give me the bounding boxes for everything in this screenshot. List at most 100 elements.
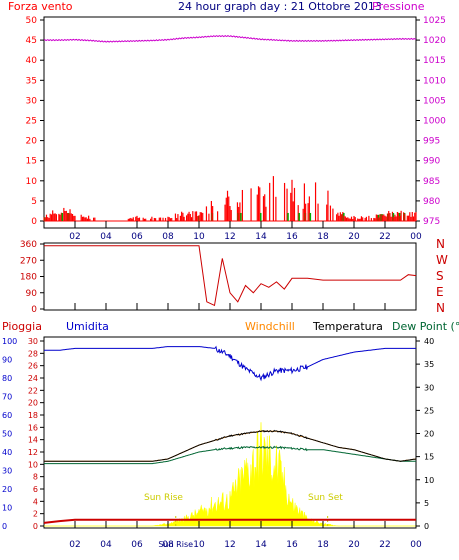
sunrise-label: Sun Rise (144, 493, 183, 503)
bottom-x-tick-label: 22 (379, 540, 390, 550)
top-x-tick-label: 16 (286, 232, 298, 242)
rain-tick-label: 4 (33, 497, 38, 506)
temperature-tick-label: 35 (424, 360, 434, 369)
dewpoint-label: Dew Point (°C (392, 320, 459, 333)
pressure-tick-label: 1010 (423, 76, 446, 86)
humidity-tick-label: 90 (2, 356, 12, 365)
temperature-tick-label: 40 (424, 337, 434, 346)
bottom-x-tick-label: 00 (410, 540, 422, 550)
compass-letter: S (436, 269, 444, 283)
rain-tick-label: 18 (28, 411, 38, 420)
compass-letter: N (436, 301, 445, 315)
bottom-x-tick-label: 08 (162, 540, 174, 550)
rain-label: Pioggia (2, 320, 42, 333)
top-x-tick-label: 06 (131, 232, 143, 242)
bottom-x-tick-label: 18 (317, 540, 329, 550)
compass-letter: E (436, 285, 444, 299)
wind-tick-label: 50 (26, 16, 38, 26)
pressure-series-line (43, 34, 416, 43)
x-axis-ticks: 02 02 04 04 06 06 08 08 10 10 12 12 14 14 16 16 18 18 20 20… (69, 221, 422, 550)
pressure-tick-label: 1005 (423, 96, 446, 106)
sunrise-time-label: Sun Rise (158, 540, 193, 549)
rain-series-line (43, 518, 416, 524)
pressure-tick-label: 995 (423, 137, 440, 147)
top-x-tick-label: 22 (379, 232, 390, 242)
pressure-tick-label: 1000 (423, 117, 446, 127)
humidity-tick-label: 80 (2, 374, 12, 383)
sunset-label: Sun Set (308, 493, 343, 503)
rain-tick-label: 26 (28, 362, 38, 371)
rain-tick-label: 10 (28, 460, 38, 469)
wind-tick-label: 35 (26, 76, 37, 86)
rain-tick-label: 6 (33, 485, 38, 494)
temperature-tick-label: 30 (424, 383, 434, 392)
top-x-tick-label: 20 (348, 232, 360, 242)
wind-tick-label: 30 (26, 96, 38, 106)
pressure-tick-label: 1015 (423, 56, 446, 66)
bottom-x-tick-label: 06 (131, 540, 143, 550)
top-x-tick-label: 08 (162, 232, 174, 242)
compass-letter: N (436, 237, 445, 251)
humidity-tick-label: 70 (2, 393, 12, 402)
wind-tick-label: 0 (31, 217, 37, 227)
humidity-tick-label: 40 (2, 448, 12, 457)
temperature-tick-label: 0 (424, 522, 429, 531)
top-x-tick-label: 18 (317, 232, 329, 242)
rain-tick-label: 0 (33, 522, 38, 531)
top-x-tick-label: 12 (224, 232, 235, 242)
top-x-tick-label: 14 (255, 232, 267, 242)
rain-tick-label: 20 (28, 399, 38, 408)
wind-tick-label: 15 (26, 157, 37, 167)
humidity-tick-label: 100 (2, 337, 17, 346)
direction-tick-label: 180 (20, 273, 37, 283)
windchill-label: Windchill (245, 320, 295, 333)
wind-tick-label: 25 (26, 117, 37, 127)
direction-series-line (44, 245, 417, 307)
rain-tick-label: 2 (33, 510, 38, 519)
top-x-tick-label: 04 (100, 232, 112, 242)
humidity-series-line (44, 345, 416, 382)
humidity-tick-label: 30 (2, 467, 12, 476)
pressure-tick-label: 990 (423, 157, 440, 167)
direction-tick-label: 0 (31, 305, 37, 315)
pressure-tick-label: 975 (423, 217, 440, 227)
humidity-tick-label: 0 (2, 522, 7, 531)
humidity-tick-label: 10 (2, 504, 12, 513)
humidity-label: Umidita (66, 320, 109, 333)
rain-tick-label: 24 (28, 374, 38, 383)
rain-tick-label: 28 (28, 349, 38, 358)
top-x-tick-label: 10 (193, 232, 205, 242)
pressure-tick-label: 1020 (423, 36, 446, 46)
temperature-tick-label: 10 (424, 476, 434, 485)
bottom-x-tick-label: 12 (224, 540, 235, 550)
wind-tick-label: 45 (26, 36, 37, 46)
wind-tick-label: 40 (26, 56, 38, 66)
dewpoint-series-line (44, 445, 416, 465)
direction-tick-label: 360 (20, 240, 37, 250)
direction-tick-label: 90 (26, 289, 38, 299)
direction-tick-label: 270 (20, 256, 37, 266)
bottom-x-tick-label: 20 (348, 540, 360, 550)
pressure-tick-label: 985 (423, 177, 440, 187)
temperature-tick-label: 5 (424, 499, 429, 508)
temperature-label: Temperatura (312, 320, 383, 333)
wind-tick-label: 10 (26, 177, 38, 187)
wind-label: Forza vento (8, 0, 73, 13)
compass-letter: W (436, 253, 448, 267)
rain-tick-label: 30 (28, 337, 38, 346)
bottom-x-tick-label: 04 (100, 540, 112, 550)
wind-tick-label: 5 (31, 197, 37, 207)
pressure-label: Pressione (372, 0, 425, 13)
bottom-x-tick-label: 10 (193, 540, 205, 550)
temperature-tick-label: 15 (424, 453, 434, 462)
bottom-x-tick-label: 02 (69, 540, 80, 550)
top-x-tick-label: 02 (69, 232, 80, 242)
bottom-x-tick-label: 14 (255, 540, 267, 550)
temperature-tick-label: 20 (424, 430, 434, 439)
pressure-tick-label: 980 (423, 197, 440, 207)
bottom-plot: 1009080706050403020100302826242220181614… (2, 337, 434, 531)
top-plot: 5045403530252015105010251020101510101005… (26, 16, 447, 227)
